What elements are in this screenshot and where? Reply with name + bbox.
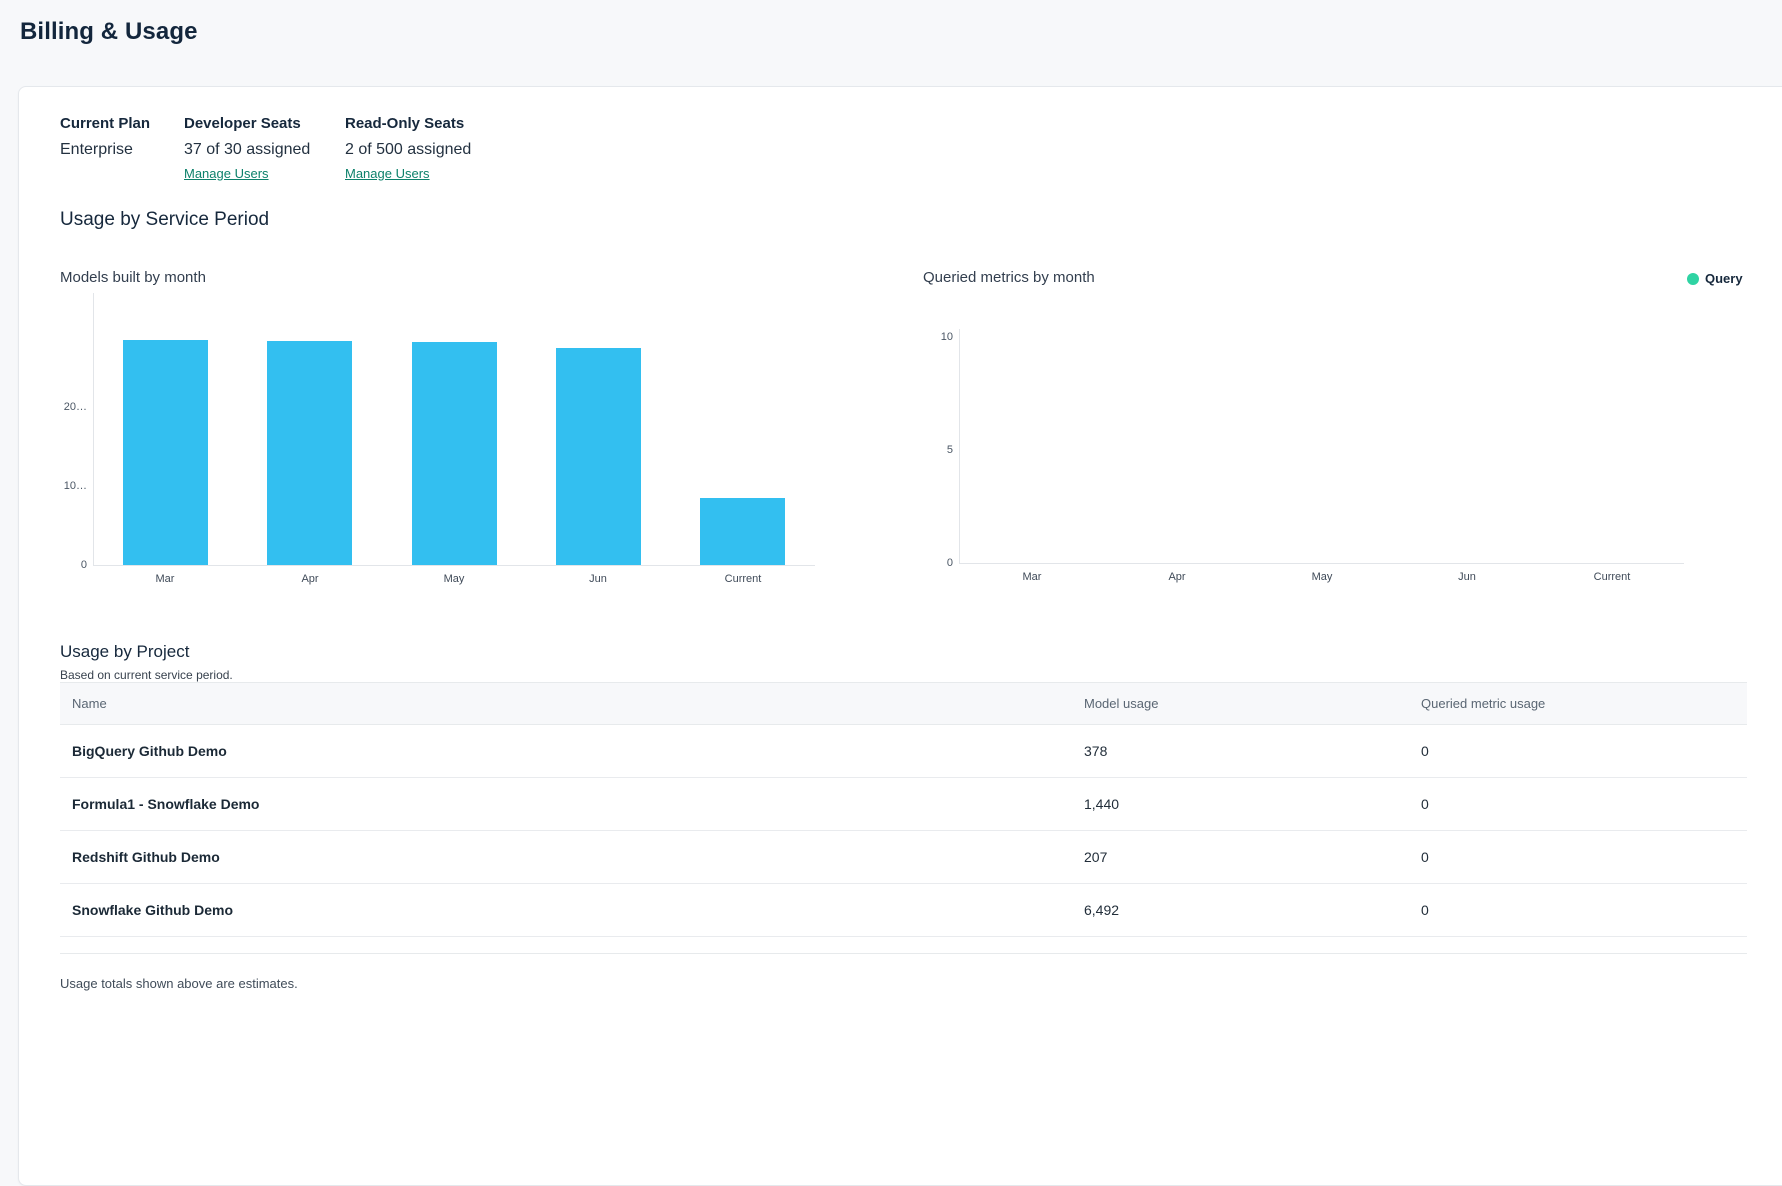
- x-tick-label-may: May: [443, 573, 465, 585]
- column-header-name: Name: [72, 696, 107, 711]
- readonly-seats-column: Read-Only Seats 2 of 500 assigned Manage…: [345, 115, 471, 183]
- x-tick-label-jun: Jun: [1458, 571, 1476, 583]
- cell-queried-usage: 0: [1421, 849, 1429, 865]
- readonly-seats-value: 2 of 500 assigned: [345, 141, 472, 158]
- bar-may: [412, 342, 497, 565]
- cell-name: Formula1 - Snowflake Demo: [72, 796, 260, 812]
- table-row: Redshift Github Demo 207 0: [60, 831, 1747, 884]
- usage-by-project-heading: Usage by Project: [60, 642, 190, 661]
- bar-apr: [267, 341, 352, 565]
- x-tick-label-apr: Apr: [1168, 571, 1186, 583]
- cell-name: Snowflake Github Demo: [72, 902, 234, 918]
- x-tick-label-mar: Mar: [1022, 571, 1042, 583]
- page-title: Billing & Usage: [20, 18, 198, 45]
- usage-estimates-note: Usage totals shown above are estimates.: [60, 976, 298, 991]
- x-tick-label-may: May: [1311, 571, 1333, 583]
- bar-current: [700, 498, 785, 565]
- usage-by-project-subtitle: Based on current service period.: [60, 668, 233, 682]
- table-footer-strip: [60, 937, 1747, 954]
- y-tick-label: 5: [946, 444, 953, 456]
- cell-model-usage: 6,492: [1084, 902, 1120, 918]
- models-built-chart: 0 10… 20… Mar Apr May Jun Current: [53, 293, 883, 601]
- x-axis-line: [959, 563, 1684, 564]
- current-plan-label: Current Plan: [60, 115, 151, 132]
- y-tick-label: 0: [80, 559, 87, 571]
- current-plan-column: Current Plan Enterprise: [60, 115, 150, 159]
- cell-queried-usage: 0: [1421, 796, 1429, 812]
- table-row: Formula1 - Snowflake Demo 1,440 0: [60, 778, 1747, 831]
- bar-jun: [556, 348, 641, 565]
- cell-model-usage: 378: [1084, 743, 1108, 759]
- cell-queried-usage: 0: [1421, 902, 1429, 918]
- x-tick-label-jun: Jun: [589, 573, 607, 585]
- developer-seats-label: Developer Seats: [184, 115, 301, 132]
- metrics-chart-title: Queried metrics by month: [923, 269, 1095, 286]
- cell-model-usage: 1,440: [1084, 796, 1120, 812]
- manage-users-link-developer[interactable]: Manage Users: [184, 166, 269, 181]
- queried-metrics-chart: 0 5 10 Mar Apr May Jun Current: [919, 299, 1749, 599]
- x-tick-label-current: Current: [1593, 571, 1631, 583]
- cell-queried-usage: 0: [1421, 743, 1429, 759]
- table-row: BigQuery Github Demo 378 0: [60, 725, 1747, 778]
- manage-users-link-readonly[interactable]: Manage Users: [345, 166, 430, 181]
- y-tick-label: 0: [946, 557, 953, 569]
- readonly-seats-label: Read-Only Seats: [345, 115, 465, 132]
- legend-item-query[interactable]: Query: [1687, 271, 1743, 286]
- developer-seats-value: 37 of 30 assigned: [184, 141, 311, 158]
- cell-name: Redshift Github Demo: [72, 849, 220, 865]
- x-tick-label-current: Current: [724, 573, 762, 585]
- models-chart-title: Models built by month: [60, 269, 206, 286]
- column-header-queried-usage: Queried metric usage: [1421, 696, 1546, 711]
- y-tick-label: 10: [940, 331, 953, 343]
- y-tick-label: 10…: [63, 480, 87, 492]
- cell-model-usage: 207: [1084, 849, 1108, 865]
- billing-card: Current Plan Enterprise Developer Seats …: [18, 86, 1782, 1186]
- x-tick-label-apr: Apr: [301, 573, 319, 585]
- x-axis-line: [93, 565, 815, 566]
- table-header-row: Name Model usage Queried metric usage: [60, 683, 1747, 725]
- developer-seats-column: Developer Seats 37 of 30 assigned Manage…: [184, 115, 310, 183]
- column-header-model-usage: Model usage: [1084, 696, 1159, 711]
- bar-mar: [123, 340, 208, 565]
- y-axis-line: [93, 293, 94, 565]
- y-tick-label: 20…: [63, 401, 87, 413]
- legend-dot-icon: [1687, 272, 1699, 285]
- legend-label: Query: [1705, 271, 1743, 286]
- usage-by-project-table: Name Model usage Queried metric usage Bi…: [60, 682, 1747, 954]
- current-plan-value: Enterprise: [60, 141, 133, 158]
- table-row: Snowflake Github Demo 6,492 0: [60, 884, 1747, 937]
- cell-name: BigQuery Github Demo: [72, 743, 227, 759]
- usage-by-service-period-heading: Usage by Service Period: [60, 209, 270, 230]
- y-axis-line: [959, 329, 960, 563]
- x-tick-label-mar: Mar: [155, 573, 175, 585]
